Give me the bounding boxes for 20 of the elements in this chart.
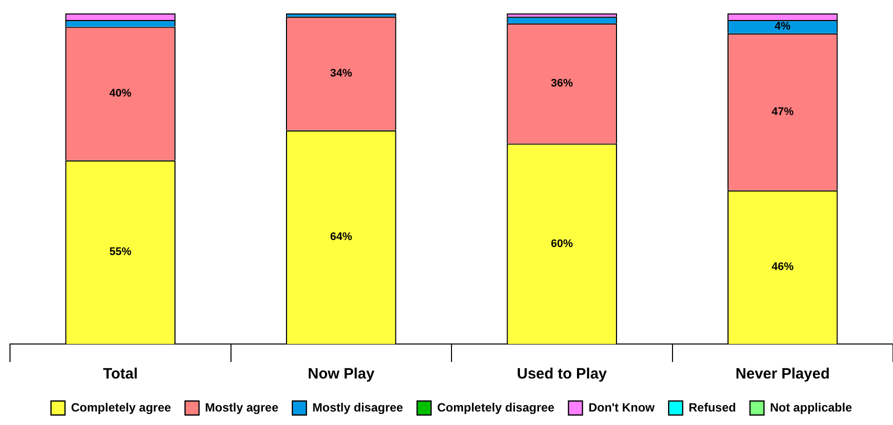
data-label: 60%	[550, 238, 574, 250]
data-label: 4%	[774, 20, 791, 33]
data-label: 47%	[772, 106, 794, 118]
data-label: 55%	[109, 246, 132, 258]
legend-label: Completely agree	[71, 400, 172, 414]
x-tick-label: Total	[103, 366, 138, 383]
legend-label: Refused	[688, 400, 736, 414]
legend-label: Completely disagree	[437, 400, 555, 414]
data-label: 36%	[550, 78, 574, 90]
legend-label: Not applicable	[770, 400, 852, 414]
data-label: 40%	[109, 88, 132, 100]
data-label: 34%	[330, 67, 352, 80]
x-tick-label: Never Played	[736, 366, 830, 383]
x-tick-label: Used to Play	[516, 366, 608, 383]
legend-label: Mostly agree	[205, 400, 279, 414]
x-tick-label: Now Play	[308, 366, 376, 383]
legend-label: Don't Know	[588, 400, 656, 414]
legend-label: Mostly disagree	[312, 400, 404, 414]
data-label: 46%	[772, 261, 794, 274]
data-label: 64%	[330, 231, 352, 244]
